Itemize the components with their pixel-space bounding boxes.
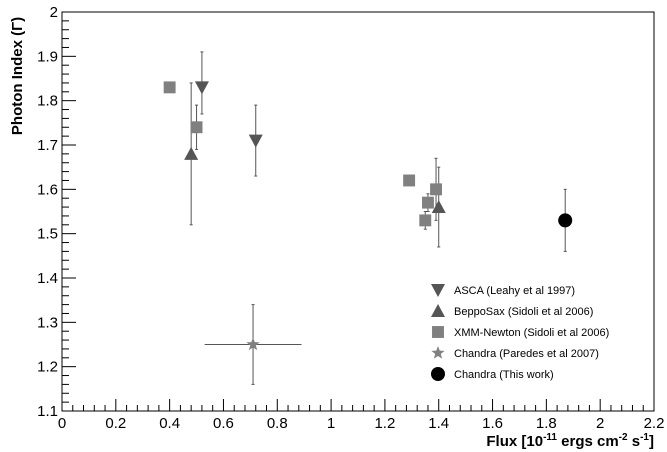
x-axis: 0 0.2 0.4 0.6 0.8 1 1.2 1.4 1.6 1.8 2 2.2: [58, 399, 665, 432]
legend-label: BeppoSax (Sidoli et al 2006): [454, 306, 593, 318]
point-triangle-down: [431, 284, 445, 297]
point-triangle-down: [194, 81, 209, 95]
point-circle: [558, 213, 573, 228]
data-points: [163, 81, 573, 351]
y-tick-label: 1.2: [37, 359, 58, 376]
y-axis-title: Photon Index (Γ): [9, 17, 26, 135]
point-square: [422, 196, 434, 209]
x-tick-label: 2: [596, 415, 604, 432]
y-tick-label: 2: [50, 4, 58, 21]
point-square: [432, 326, 444, 338]
y-tick-label: 1.4: [37, 270, 58, 287]
y-axis: 1.1 1.2 1.3 1.4 1.5 1.6 1.7 1.8 1.9 2: [37, 4, 76, 420]
x-tick-label: 2.2: [644, 415, 665, 432]
x-tick-label: 1.8: [536, 415, 557, 432]
point-circle: [431, 367, 445, 381]
x-tick-label: 0.8: [267, 415, 288, 432]
x-tick-label: 1.2: [374, 415, 395, 432]
legend-label: Chandra (This work): [454, 369, 554, 381]
point-square: [190, 121, 203, 134]
x-tick-label: 0.2: [105, 415, 126, 432]
point-square: [403, 174, 416, 187]
legend-label: ASCA (Leahy et al 1997): [454, 285, 575, 297]
plot-area: [61, 11, 655, 412]
y-tick-label: 1.3: [37, 314, 58, 331]
y-tick-label: 1.7: [37, 137, 58, 154]
x-tick-label: 1.6: [482, 415, 503, 432]
point-square: [163, 81, 176, 94]
x-tick-label: 1.4: [428, 415, 449, 432]
point-triangle-up: [431, 200, 446, 214]
point-triangle-down: [248, 134, 263, 148]
point-star: [431, 346, 445, 359]
legend: ASCA (Leahy et al 1997) BeppoSax (Sidoli …: [431, 284, 609, 381]
y-tick-label: 1.6: [37, 181, 58, 198]
x-tick-label: 0: [58, 415, 66, 432]
point-square: [419, 214, 432, 227]
y-tick-label: 1.5: [37, 226, 58, 243]
y-tick-label: 1.9: [37, 48, 58, 65]
y-tick-label: 1.8: [37, 93, 58, 110]
point-star: [246, 337, 260, 351]
y-tick-label: 1.1: [37, 403, 58, 420]
x-axis-title: Flux [10-11 ergs cm-2 s-1]: [486, 432, 654, 450]
point-triangle-up: [431, 304, 445, 317]
x-tick-label: 0.6: [213, 415, 234, 432]
x-tick-label: 1: [327, 415, 335, 432]
legend-label: Chandra (Paredes et al 2007): [454, 348, 599, 360]
point-square: [430, 183, 442, 196]
legend-label: XMM-Newton (Sidoli et al 2006): [454, 327, 609, 339]
x-tick-label: 0.4: [159, 415, 180, 432]
point-triangle-up: [184, 146, 199, 160]
